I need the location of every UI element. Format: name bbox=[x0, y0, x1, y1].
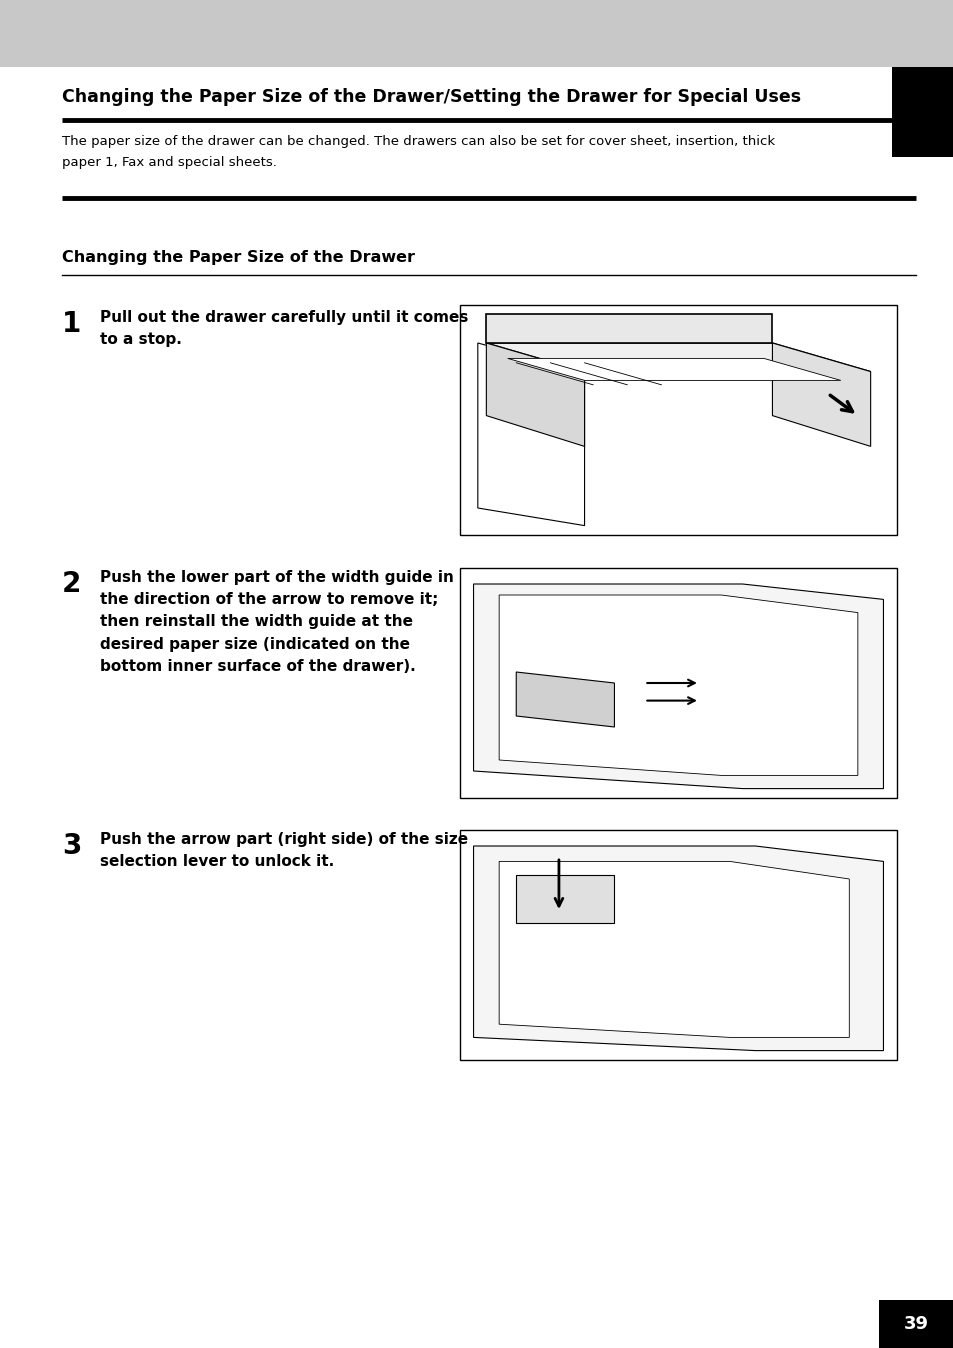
Polygon shape bbox=[507, 359, 840, 380]
Bar bbox=[878, 1299, 953, 1348]
Text: 1: 1 bbox=[62, 310, 81, 338]
Polygon shape bbox=[516, 875, 614, 923]
Text: Push the arrow part (right side) of the size
selection lever to unlock it.: Push the arrow part (right side) of the … bbox=[100, 832, 468, 869]
Text: 3: 3 bbox=[62, 832, 81, 860]
Polygon shape bbox=[486, 342, 870, 372]
Text: 39: 39 bbox=[903, 1316, 928, 1333]
Polygon shape bbox=[477, 342, 584, 526]
Text: Changing the Paper Size of the Drawer/Setting the Drawer for Special Uses: Changing the Paper Size of the Drawer/Se… bbox=[62, 88, 801, 106]
Polygon shape bbox=[486, 342, 584, 446]
Polygon shape bbox=[498, 861, 848, 1038]
Polygon shape bbox=[473, 584, 882, 789]
Bar bbox=[891, 67, 953, 156]
Text: Pull out the drawer carefully until it comes
to a stop.: Pull out the drawer carefully until it c… bbox=[100, 310, 468, 348]
Bar bbox=[459, 830, 896, 1060]
Polygon shape bbox=[486, 314, 772, 342]
Polygon shape bbox=[772, 342, 870, 446]
Text: The paper size of the drawer can be changed. The drawers can also be set for cov: The paper size of the drawer can be chan… bbox=[62, 135, 775, 168]
Bar bbox=[459, 305, 896, 535]
Polygon shape bbox=[473, 847, 882, 1050]
Text: Changing the Paper Size of the Drawer: Changing the Paper Size of the Drawer bbox=[62, 249, 415, 266]
Polygon shape bbox=[498, 594, 857, 775]
Polygon shape bbox=[516, 673, 614, 727]
Text: 2: 2 bbox=[62, 570, 81, 599]
Bar bbox=[459, 568, 896, 798]
Text: Push the lower part of the width guide in
the direction of the arrow to remove i: Push the lower part of the width guide i… bbox=[100, 570, 454, 674]
Bar bbox=[0, 0, 953, 67]
